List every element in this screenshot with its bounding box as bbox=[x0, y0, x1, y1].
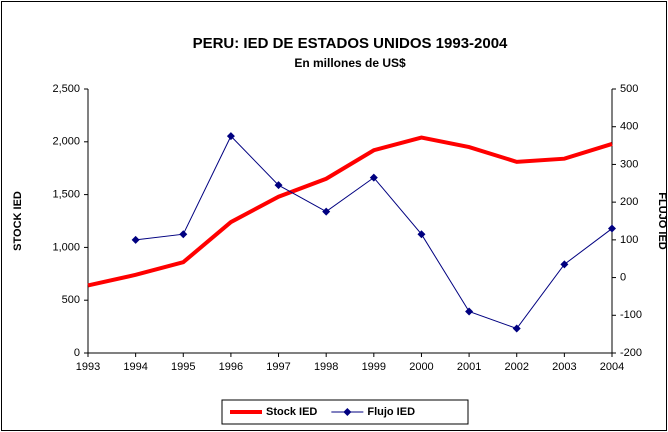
x-tick-label: 2002 bbox=[504, 361, 528, 373]
y-axis-label: STOCK IED bbox=[12, 191, 24, 251]
x-tick-label: 2001 bbox=[457, 361, 481, 373]
marker bbox=[322, 207, 331, 216]
x-tick-label: 1996 bbox=[219, 361, 243, 373]
legend-marker bbox=[343, 408, 352, 416]
legend-label: Stock IED bbox=[266, 406, 317, 418]
marker bbox=[179, 230, 188, 239]
marker bbox=[512, 324, 521, 333]
marker bbox=[369, 173, 378, 182]
y2-tick-label: 200 bbox=[620, 196, 638, 208]
chart-subtitle: En millones de US$ bbox=[294, 56, 406, 70]
y-tick-label: 0 bbox=[74, 347, 80, 359]
legend-box bbox=[221, 399, 469, 425]
marker bbox=[226, 132, 235, 141]
chart-title: PERU: IED DE ESTADOS UNIDOS 1993-2004 bbox=[193, 35, 508, 52]
x-tick-label: 1997 bbox=[266, 361, 290, 373]
y2-tick-label: 300 bbox=[620, 158, 638, 170]
x-tick-label: 1995 bbox=[171, 361, 195, 373]
y-tick-label: 2,000 bbox=[52, 136, 80, 148]
x-tick-label: 2003 bbox=[552, 361, 576, 373]
y-tick-label: 2,500 bbox=[52, 83, 80, 95]
y2-tick-label: 100 bbox=[620, 234, 638, 246]
y2-tick-label: -100 bbox=[620, 309, 642, 321]
marker bbox=[417, 230, 426, 239]
marker bbox=[131, 235, 140, 244]
marker bbox=[560, 260, 569, 269]
y-tick-label: 500 bbox=[62, 294, 80, 306]
legend-label: Flujo IED bbox=[367, 406, 415, 418]
x-tick-label: 1999 bbox=[362, 361, 386, 373]
x-tick-label: 1993 bbox=[76, 361, 100, 373]
y2-axis-label: FLUJO IED bbox=[656, 192, 668, 250]
y2-tick-label: 0 bbox=[620, 271, 626, 283]
marker bbox=[465, 307, 474, 316]
x-tick-label: 1994 bbox=[123, 361, 147, 373]
y2-tick-label: 400 bbox=[620, 121, 638, 133]
y-tick-label: 1,500 bbox=[52, 189, 80, 201]
x-tick-label: 2000 bbox=[409, 361, 433, 373]
x-tick-label: 1998 bbox=[314, 361, 338, 373]
marker bbox=[274, 181, 283, 190]
y2-tick-label: -200 bbox=[620, 347, 642, 359]
series-line bbox=[87, 135, 613, 288]
x-tick-label: 2004 bbox=[600, 361, 624, 373]
y-tick-label: 1,000 bbox=[52, 241, 80, 253]
marker bbox=[608, 224, 616, 233]
y2-tick-label: 500 bbox=[620, 83, 638, 95]
